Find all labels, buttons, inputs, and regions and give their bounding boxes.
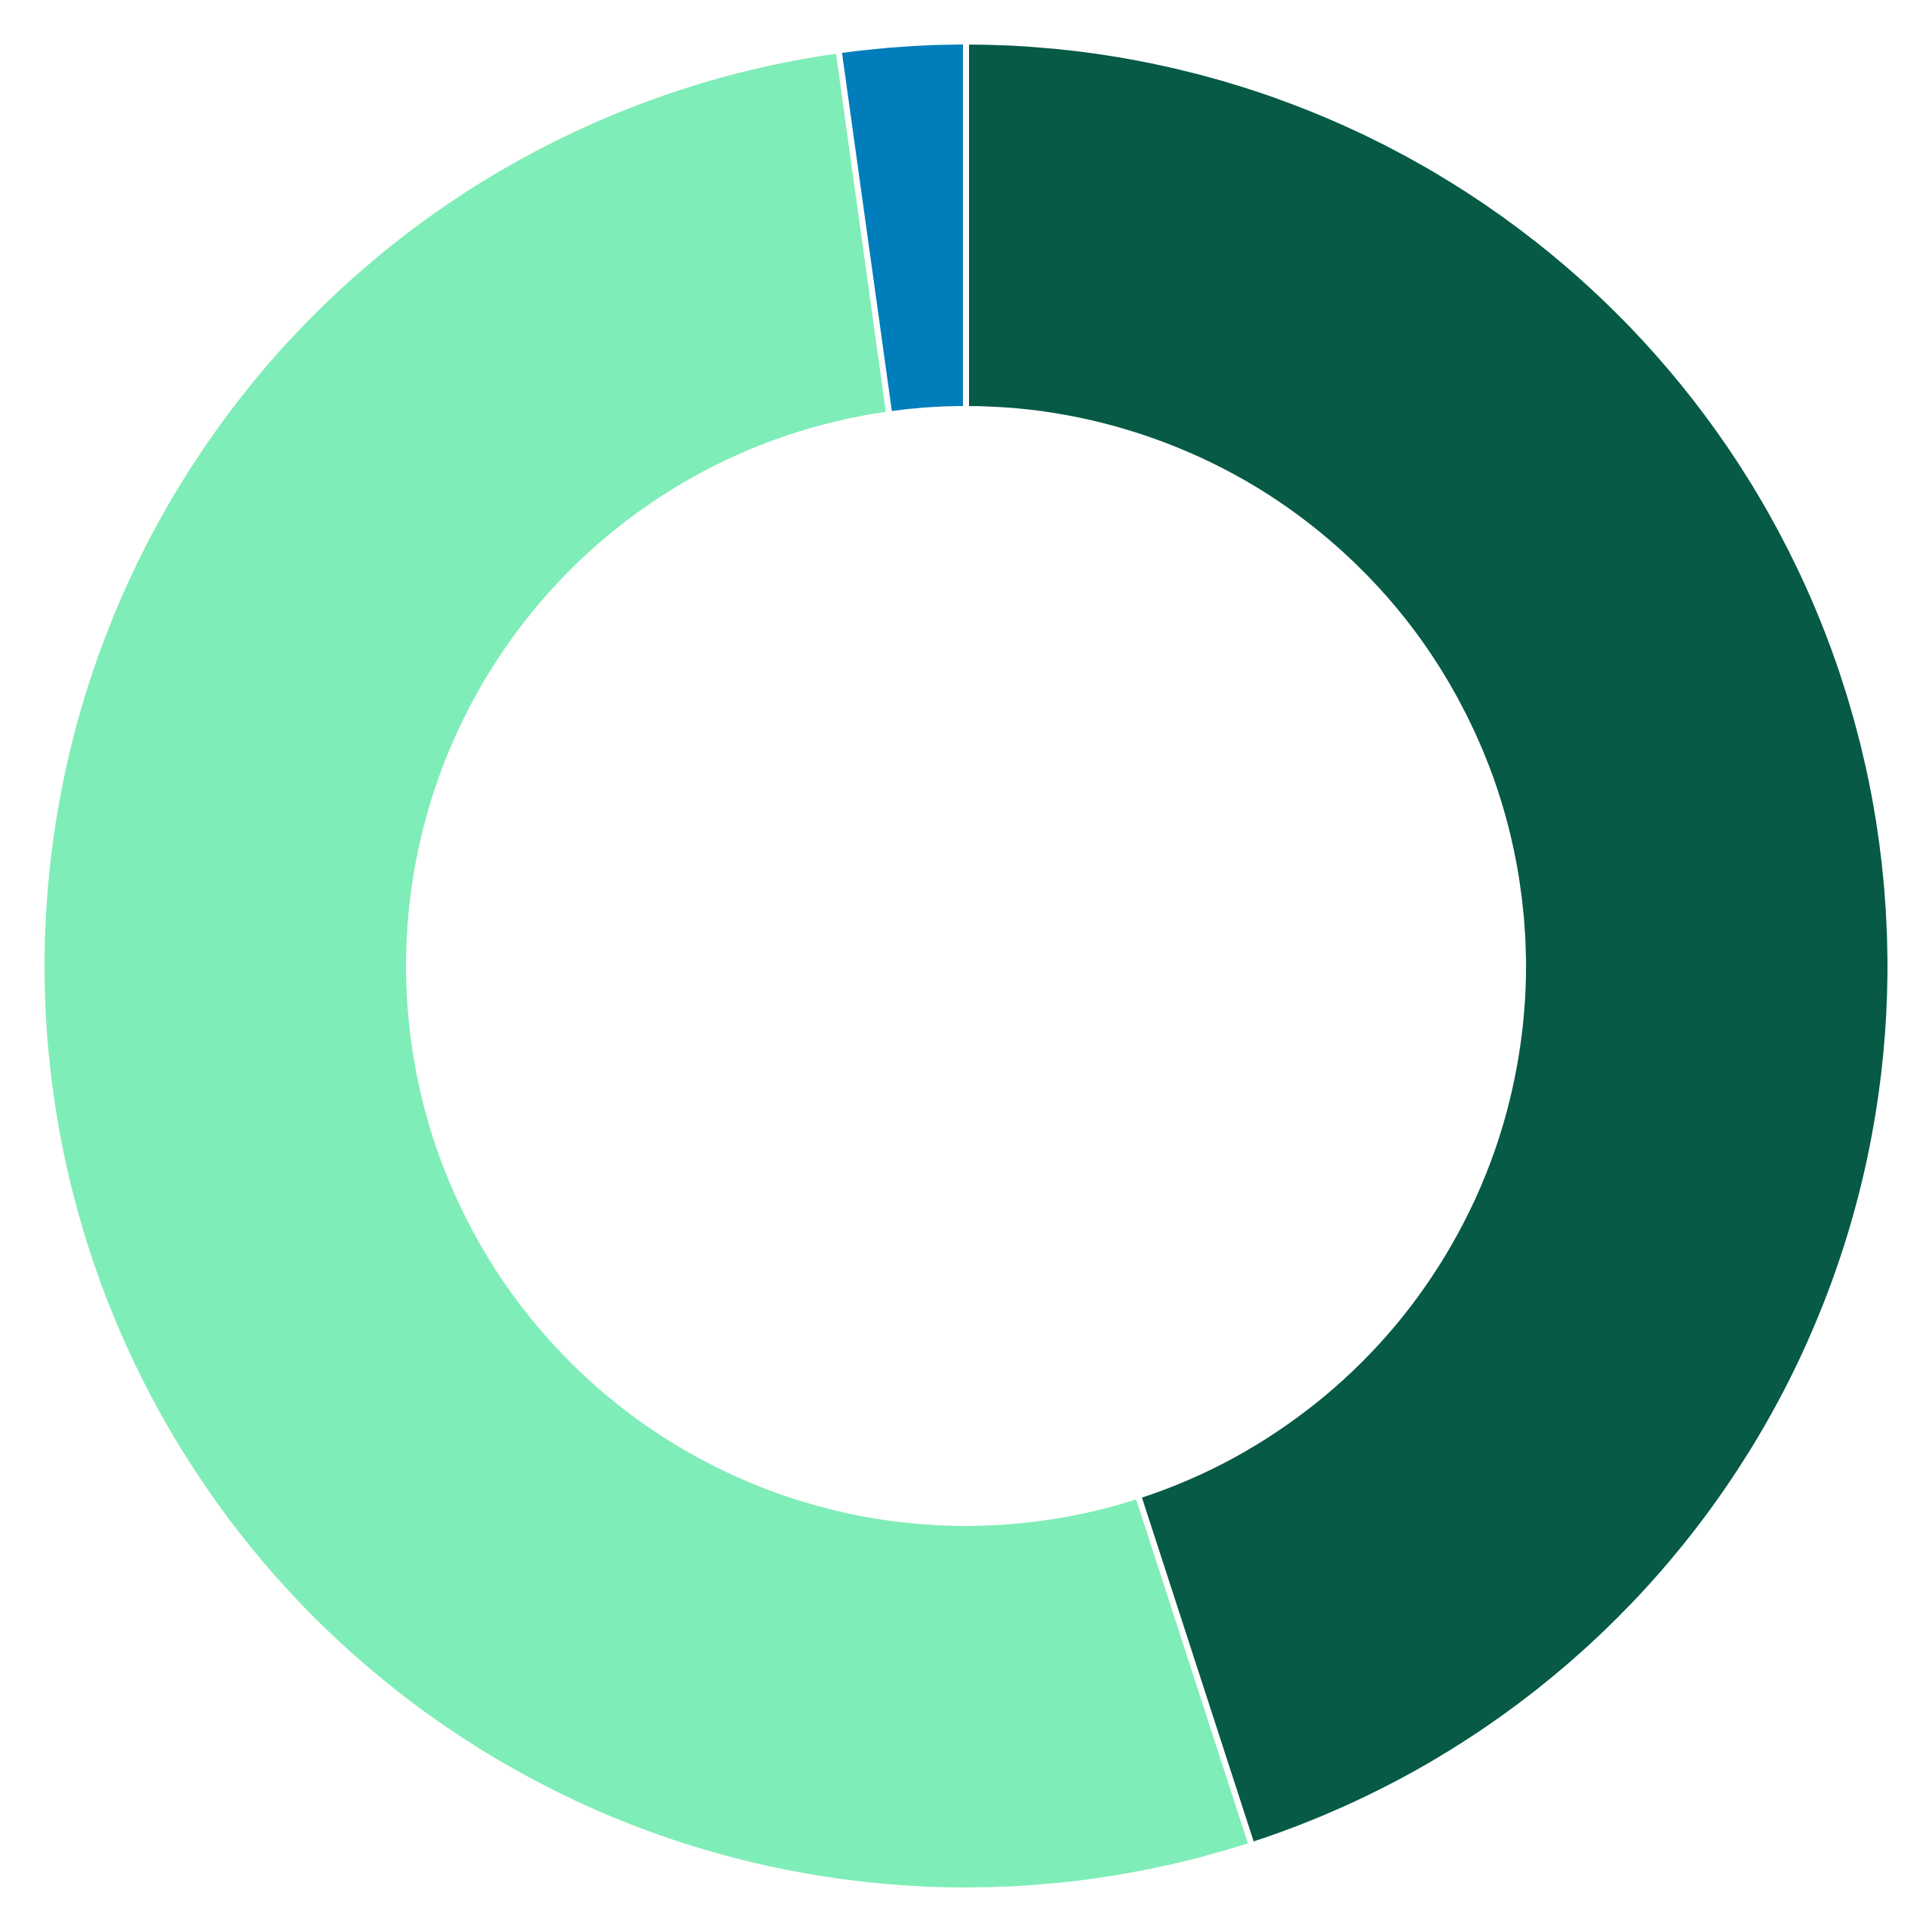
donut-slices <box>38 38 1894 1894</box>
donut-slice-3 <box>835 38 969 418</box>
donut-slice-2 <box>38 47 1256 1894</box>
donut-slice-1 <box>963 38 1894 1850</box>
